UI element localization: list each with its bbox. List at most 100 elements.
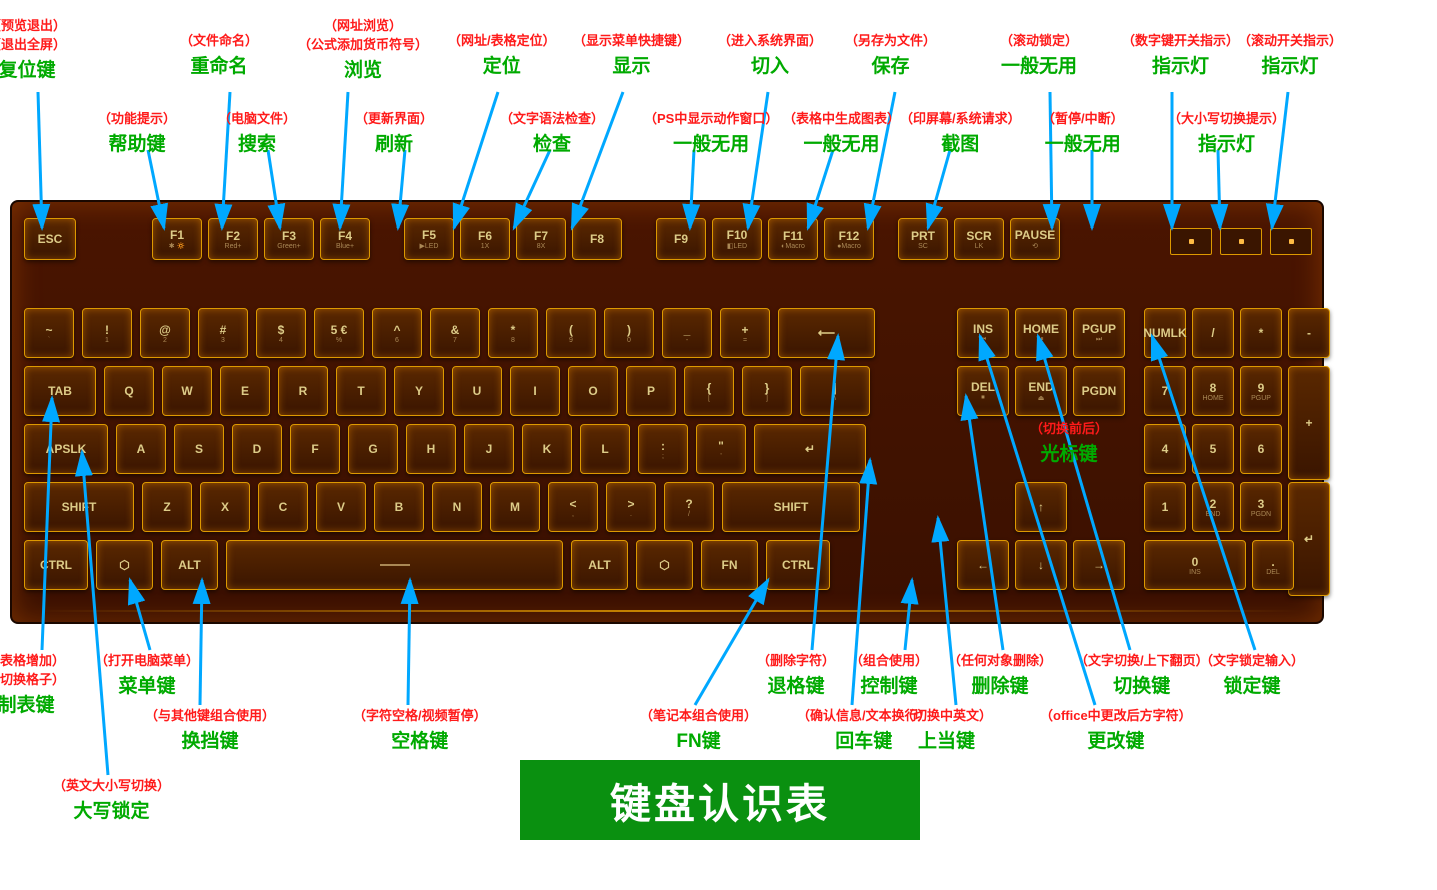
key: "': [696, 424, 746, 474]
key: L: [580, 424, 630, 474]
key: PGUP⏭: [1073, 308, 1125, 358]
key: ↵: [1288, 482, 1330, 596]
key: PRTSC: [898, 218, 948, 260]
key: 8HOME: [1192, 366, 1234, 416]
key: P: [626, 366, 676, 416]
key: TAB: [24, 366, 96, 416]
annotation: （大小写切换提示）指示灯: [1168, 108, 1285, 156]
key: $4: [256, 308, 306, 358]
annotation: （office中更改后方字符）更改键: [1040, 705, 1192, 753]
key: F10◧LED: [712, 218, 762, 260]
key: Y: [394, 366, 444, 416]
key: 5: [1192, 424, 1234, 474]
annotation: （组合使用）控制键: [850, 650, 928, 698]
annotation: （任何对象删除）删除键: [948, 650, 1052, 698]
key: F9: [656, 218, 706, 260]
key: ⬡: [636, 540, 693, 590]
key: ?/: [664, 482, 714, 532]
key: C: [258, 482, 308, 532]
annotation: （文字锁定输入）锁定键: [1200, 650, 1304, 698]
key: →: [1073, 540, 1125, 590]
key: [226, 540, 563, 590]
key: I: [510, 366, 560, 416]
key: ↵: [754, 424, 866, 474]
key: CTRL: [766, 540, 830, 590]
key: G: [348, 424, 398, 474]
key: {[: [684, 366, 734, 416]
key: APSLK: [24, 424, 108, 474]
annotation: （文字切换/上下翻页）切换键: [1075, 650, 1209, 698]
key: /: [1192, 308, 1234, 358]
key: 3PGDN: [1240, 482, 1282, 532]
annotation: （文件命名）重命名: [180, 30, 258, 78]
led-indicator: [1270, 228, 1312, 255]
key: >.: [606, 482, 656, 532]
key: K: [522, 424, 572, 474]
key: F2Red+: [208, 218, 258, 260]
key: Z: [142, 482, 192, 532]
key: ALT: [161, 540, 218, 590]
key: F5▶LED: [404, 218, 454, 260]
annotation: （滚动开关指示）指示灯: [1238, 30, 1342, 78]
key: :;: [638, 424, 688, 474]
annotation: （暂停/中断）一般无用: [1042, 108, 1124, 156]
key: A: [116, 424, 166, 474]
key: 0INS: [1144, 540, 1246, 590]
key: F12●Macro: [824, 218, 874, 260]
annotation: （滚动锁定）一般无用: [1000, 30, 1078, 78]
key: PGDN: [1073, 366, 1125, 416]
key: CTRL: [24, 540, 88, 590]
key: SHIFT: [24, 482, 134, 532]
key: T: [336, 366, 386, 416]
key: &7: [430, 308, 480, 358]
led-indicator: [1170, 228, 1212, 255]
key: *: [1240, 308, 1282, 358]
key: }]: [742, 366, 792, 416]
key: |\: [800, 366, 870, 416]
key: 1: [1144, 482, 1186, 532]
key: ↑: [1015, 482, 1067, 532]
key: PAUSE⟲: [1010, 218, 1060, 260]
key: +: [1288, 366, 1330, 480]
key: <,: [548, 482, 598, 532]
key: F4Blue+: [320, 218, 370, 260]
annotation: （预览退出）（退出全屏）复位键: [0, 15, 66, 82]
title-box: 键盘认识表: [520, 760, 920, 840]
annotation: （进入系统界面）切入: [718, 30, 822, 78]
key: +=: [720, 308, 770, 358]
annotation: （网址浏览）（公式添加货币符号）浏览: [298, 15, 428, 82]
key: V: [316, 482, 366, 532]
key: HOME⏯: [1015, 308, 1067, 358]
key: 7: [1144, 366, 1186, 416]
annotation: （更新界面）刷新: [355, 108, 433, 156]
key: 5 €%: [314, 308, 364, 358]
key: X: [200, 482, 250, 532]
key: END⏏: [1015, 366, 1067, 416]
key: F8: [572, 218, 622, 260]
annotation: （网址/表格定位）定位: [448, 30, 556, 78]
led-indicator: [1220, 228, 1262, 255]
key: 4: [1144, 424, 1186, 474]
key: -: [1288, 308, 1330, 358]
key: F: [290, 424, 340, 474]
key: FN: [701, 540, 758, 590]
annotation: （表格增加）（切换格子）制表键: [0, 650, 65, 717]
key: F11◐Macro: [768, 218, 818, 260]
key: J: [464, 424, 514, 474]
key: *8: [488, 308, 538, 358]
key: N: [432, 482, 482, 532]
key: 9PGUP: [1240, 366, 1282, 416]
key: ESC: [24, 218, 76, 260]
key: @2: [140, 308, 190, 358]
annotation: （字符空格/视频暂停）空格键: [353, 705, 487, 753]
key: W: [162, 366, 212, 416]
key: F78X: [516, 218, 566, 260]
key: ←: [957, 540, 1009, 590]
key: S: [174, 424, 224, 474]
annotation: （显示菜单快捷键）显示: [573, 30, 690, 78]
key: ^6: [372, 308, 422, 358]
key: E: [220, 366, 270, 416]
key: R: [278, 366, 328, 416]
key: ALT: [571, 540, 628, 590]
key: NUMLK: [1144, 308, 1186, 358]
